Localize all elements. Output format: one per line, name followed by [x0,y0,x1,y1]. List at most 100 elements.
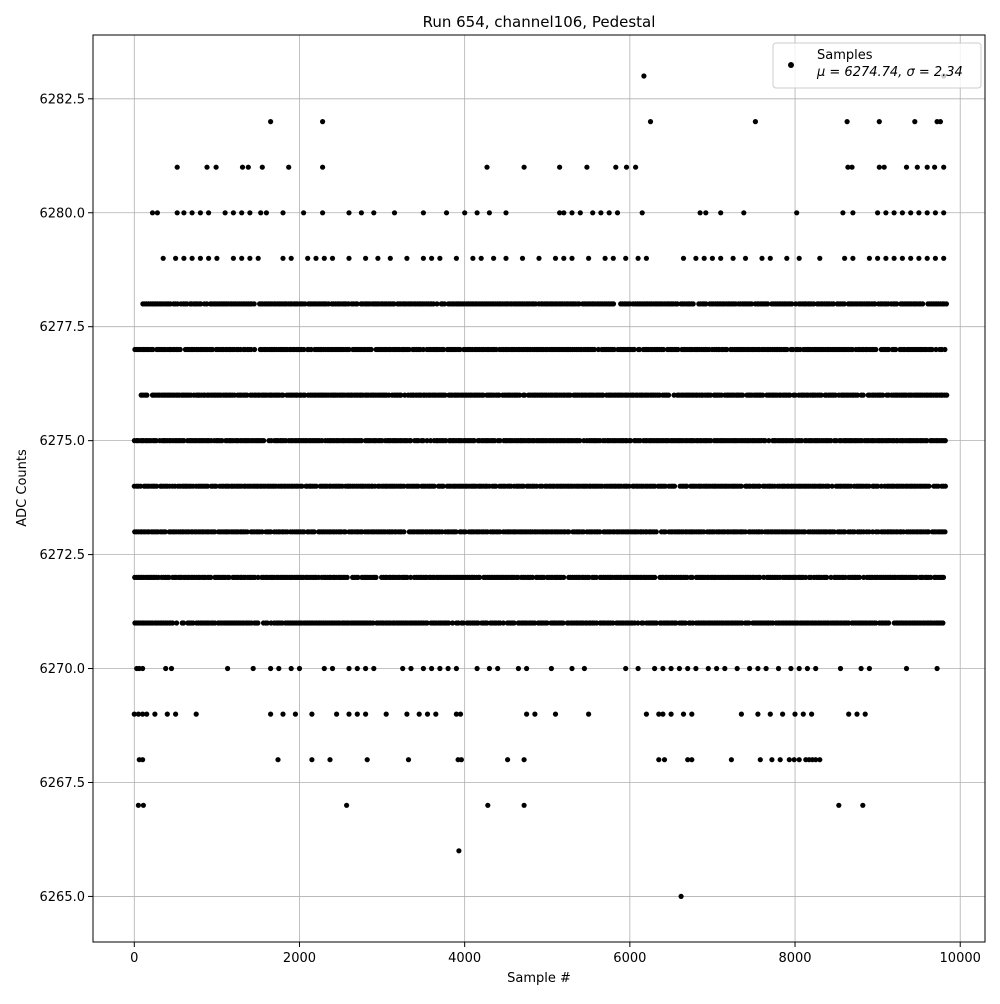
sample-point [792,711,798,717]
sample-point [251,301,257,307]
sample-point [690,301,696,307]
sample-point [177,346,183,353]
sample-point [662,529,668,535]
sample-point [368,346,374,353]
sample-point [894,301,900,307]
sample-point [205,483,211,489]
sample-point [828,438,834,444]
sample-point [937,119,944,125]
sample-point [639,210,645,216]
sample-point [924,164,930,170]
sample-point [586,255,592,261]
sample-point [346,665,352,672]
sample-point [786,757,792,763]
x-tick-label: 10000 [940,951,981,966]
sample-point [633,164,639,170]
sample-point [693,665,699,672]
sample-point [780,711,786,717]
sample-point [560,620,566,626]
sample-point [441,346,447,353]
y-tick-label: 6270.0 [40,662,86,677]
sample-point [522,392,528,398]
sample-point [424,438,430,444]
sample-point [740,392,746,398]
sample-point [925,529,932,535]
sample-point [245,164,251,170]
sample-point [446,620,452,626]
sample-point [653,620,660,626]
sample-point [204,164,210,170]
sample-point [653,529,659,535]
sample-point [344,574,350,581]
sample-point [441,301,448,307]
sample-point [872,301,878,307]
sample-point [475,620,481,626]
sample-point [673,620,679,626]
sample-point [767,711,773,717]
sample-point [197,210,203,216]
sample-point [643,255,650,261]
sample-point [268,665,274,672]
sample-point [908,210,914,216]
sample-point [434,301,440,307]
sample-point [844,119,850,125]
sample-point [164,711,170,717]
sample-point [671,483,678,489]
sample-point [181,210,187,216]
sample-point [940,620,946,626]
sample-point [276,665,282,672]
sample-point [478,255,484,261]
sample-point [239,164,246,170]
sample-point [170,620,176,626]
sample-point [358,438,365,444]
sample-point [131,711,137,717]
sample-point [718,210,724,216]
sample-point [703,210,709,216]
sample-point [214,255,220,261]
sample-point [899,210,906,216]
sample-point [561,210,567,216]
sample-point [536,255,542,261]
sample-point [301,210,307,216]
sample-point [416,711,422,717]
sample-point [429,665,435,672]
sample-point [497,438,503,444]
sample-point [354,711,360,717]
sample-point [321,665,327,672]
sample-point [873,346,879,353]
sample-point [557,210,563,216]
sample-point [788,665,794,672]
sample-point [661,757,668,763]
sample-point [354,665,360,672]
sample-point [154,210,160,216]
sample-point [445,665,451,672]
sample-point [162,529,168,535]
y-axis-ticks: 6265.0 6267.5 6270.0 6272.5 6275.0 6277.5 6280… [40,92,93,905]
x-axis-label: Sample # [507,971,571,986]
sample-point [299,483,305,489]
sample-point [769,757,775,763]
sample-point [486,665,492,672]
sample-point [708,392,714,398]
sample-point [876,119,882,125]
y-tick-label: 6265.0 [40,890,86,905]
sample-point [230,255,236,261]
sample-point [804,665,811,672]
sample-point [313,255,319,261]
sample-point [208,574,214,581]
sample-point [250,665,256,672]
sample-point [866,529,872,535]
sample-point [941,210,947,216]
sample-point [875,255,881,261]
sample-point [440,483,446,489]
sample-point [263,210,269,216]
sample-point [932,255,939,261]
sample-point [760,392,766,398]
sample-point [500,620,506,626]
sample-point [239,255,245,261]
sample-point [762,438,768,444]
sample-point [485,802,491,808]
sample-point [689,574,695,581]
sample-point [943,301,950,307]
